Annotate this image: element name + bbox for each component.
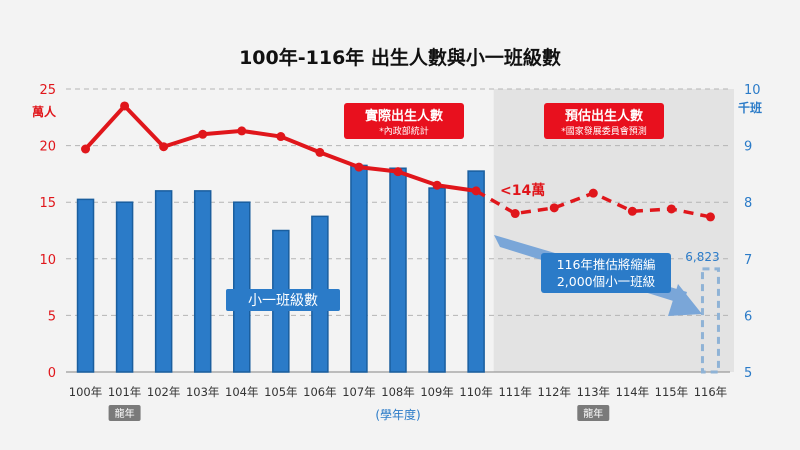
x-tick-label: 110年: [459, 385, 492, 399]
line-point-forecast: [588, 188, 598, 198]
line-series: [81, 101, 715, 222]
x-tick-label: 111年: [498, 385, 531, 399]
x-axis-label: (學年度): [375, 407, 420, 422]
bar: [233, 201, 251, 373]
forecast-births-label-title: 預估出生人數: [565, 108, 643, 124]
bar-projected: [700, 267, 720, 374]
y-left-tick-label: 0: [48, 366, 56, 381]
bar: [193, 190, 212, 373]
line-point: [354, 162, 364, 172]
class-reduction-note-box: [541, 253, 671, 293]
line-point: [393, 167, 403, 177]
x-tick-label: 109年: [420, 385, 453, 399]
bar: [350, 164, 368, 373]
trend-arrow-head: [668, 284, 702, 316]
x-tick-label: 114年: [616, 385, 649, 399]
line-point-forecast: [666, 204, 676, 214]
y-left-tick-label: 20: [39, 140, 56, 155]
line-point: [159, 142, 169, 152]
line-point: [81, 144, 91, 154]
x-tick-label: 104年: [225, 385, 258, 399]
x-tick-label: 113年: [577, 385, 610, 399]
x-tick-label: 101年: [108, 385, 141, 399]
line-value-label: <14萬: [500, 182, 545, 199]
forecast-births-label-box: [544, 103, 664, 139]
dragon-year-badge: [108, 405, 141, 421]
line-point: [315, 147, 325, 157]
x-tick-label: 107年: [342, 385, 375, 399]
bar-series-label-box: [226, 289, 340, 311]
y-right-tick-label: 7: [744, 253, 752, 268]
line-point: [120, 101, 130, 111]
x-tick-label: 112年: [538, 385, 571, 399]
line-point-forecast: [627, 206, 637, 216]
line-point-forecast: [705, 212, 715, 222]
chart-title: 100年-116年 出生人數與小一班級數: [239, 46, 561, 69]
bar: [467, 170, 485, 373]
y-left-tick-label: 25: [39, 83, 56, 98]
bar-series-label: 小一班級數: [248, 293, 318, 309]
y-left-unit: 萬人: [32, 104, 57, 119]
y-left-tick-label: 15: [39, 196, 56, 211]
dragon-year-badge: [577, 405, 610, 421]
forecast-births-label-source: *國家發展委員會預測: [561, 125, 647, 137]
y-right-tick-label: 8: [744, 196, 752, 211]
line-point-forecast: [549, 203, 559, 213]
x-tick-label: 116年: [694, 385, 727, 399]
x-tick-label: 103年: [186, 385, 219, 399]
x-tick-label: 108年: [381, 385, 414, 399]
bar-series: 6,823: [76, 164, 720, 374]
actual-births-label-title: 實際出生人數: [365, 108, 443, 124]
line-point: [198, 129, 208, 139]
dragon-year-label: 龍年: [115, 407, 135, 420]
x-tick-label: 105年: [264, 385, 297, 399]
bar: [115, 201, 134, 373]
bar-data-label: 6,823: [685, 250, 719, 264]
y-right-tick-label: 9: [744, 140, 752, 155]
x-tick-label: 100年: [69, 385, 102, 399]
y-right-unit: 千班: [738, 100, 762, 115]
line-point: [237, 126, 247, 136]
x-tick-label: 102年: [147, 385, 180, 399]
axes: 0 5 10 15 20 25 萬人 5 6 7 8 9 10 千班 100年 101年 102年 103年 104…: [32, 83, 762, 422]
x-tick-label: 115年: [655, 385, 688, 399]
bar: [428, 187, 446, 373]
y-right-tick-label: 6: [744, 309, 752, 324]
class-reduction-note-line1: 116年推估將縮編: [557, 257, 656, 272]
bar: [389, 167, 407, 373]
class-reduction-note-line2: 2,000個小一班級: [557, 274, 656, 289]
y-left-tick-label: 5: [48, 309, 56, 324]
line-point: [276, 132, 286, 142]
annotations: 龍年 龍年 實際出生人數*內政部統計 預估出生人數*國家發展委員會預測 <14萬小一班級…: [108, 103, 702, 421]
bar: [76, 198, 95, 373]
dragon-year-label: 龍年: [583, 407, 603, 420]
line-point: [432, 180, 442, 190]
actual-births-label-box: [344, 103, 464, 139]
x-tick-label: 106年: [303, 385, 336, 399]
line-point-forecast: [510, 209, 520, 219]
line-point: [471, 186, 481, 196]
bar: [154, 190, 173, 373]
y-right-tick-label: 5: [744, 366, 752, 381]
actual-births-label-source: *內政部統計: [379, 125, 429, 137]
y-left-tick-label: 10: [39, 253, 56, 268]
y-right-tick-label: 10: [744, 83, 761, 98]
